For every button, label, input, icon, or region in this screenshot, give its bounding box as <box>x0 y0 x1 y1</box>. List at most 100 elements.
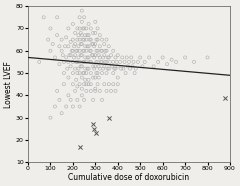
Point <box>78 38 82 41</box>
Point <box>53 105 57 108</box>
Y-axis label: Lowest LVEF: Lowest LVEF <box>4 61 13 108</box>
Point <box>89 49 93 52</box>
Point <box>88 38 92 41</box>
Point <box>87 34 90 37</box>
Point <box>73 54 77 57</box>
Point <box>223 96 227 99</box>
Point <box>85 45 89 48</box>
Point <box>174 60 178 63</box>
Point <box>116 54 120 57</box>
Point <box>69 65 72 68</box>
Point <box>111 72 115 75</box>
Point <box>120 56 124 59</box>
Point <box>82 16 86 19</box>
Point <box>53 56 57 59</box>
Point <box>130 65 134 68</box>
Point <box>105 89 108 92</box>
Point <box>87 56 90 59</box>
Point <box>80 20 84 23</box>
Point <box>89 83 93 86</box>
Point <box>72 45 76 48</box>
Point <box>106 56 110 59</box>
Point <box>79 43 83 46</box>
Point <box>81 72 85 75</box>
Point <box>128 67 132 70</box>
Point <box>111 49 115 52</box>
Point <box>87 83 90 86</box>
Point <box>100 60 104 63</box>
Point <box>88 60 92 63</box>
Point <box>96 27 99 30</box>
Point <box>100 49 104 52</box>
Point <box>79 65 83 68</box>
Point <box>75 98 79 101</box>
Point <box>82 83 86 86</box>
Point <box>111 60 115 63</box>
Point <box>66 76 70 79</box>
Point <box>72 56 76 59</box>
Point <box>105 72 108 75</box>
Point <box>84 60 88 63</box>
Point <box>78 72 82 75</box>
Point <box>42 16 46 19</box>
Point <box>62 60 66 63</box>
Point <box>81 49 85 52</box>
Point <box>84 38 88 41</box>
Point <box>114 89 117 92</box>
Point <box>83 45 87 48</box>
Point <box>77 45 80 48</box>
Point <box>80 9 84 12</box>
Point <box>84 72 88 75</box>
Point <box>46 38 50 41</box>
Point <box>60 38 64 41</box>
Point <box>77 34 80 37</box>
Point <box>87 67 90 70</box>
Point <box>89 38 93 41</box>
Point <box>98 89 102 92</box>
Point <box>75 60 79 63</box>
Point <box>80 54 84 57</box>
Point <box>82 38 86 41</box>
Point <box>77 56 80 59</box>
Point <box>87 45 90 48</box>
Point <box>55 89 59 92</box>
Point <box>91 31 95 34</box>
Point <box>71 49 75 52</box>
Point <box>90 43 94 46</box>
Point <box>89 27 93 30</box>
Point <box>107 56 111 59</box>
Point <box>81 27 85 30</box>
Point <box>96 38 99 41</box>
Point <box>78 16 82 19</box>
Point <box>64 105 68 108</box>
X-axis label: Cumulative dose of doxorubicin: Cumulative dose of doxorubicin <box>68 173 190 182</box>
Point <box>123 60 126 63</box>
Point <box>77 67 80 70</box>
Point <box>99 49 103 52</box>
Point <box>97 76 101 79</box>
Point <box>91 76 95 79</box>
Point <box>118 60 122 63</box>
Point <box>165 63 169 66</box>
Point <box>102 43 106 46</box>
Point <box>116 65 120 68</box>
Point <box>66 94 70 97</box>
Point <box>78 83 82 86</box>
Point <box>95 132 98 135</box>
Point <box>100 38 104 41</box>
Point <box>97 54 101 57</box>
Point <box>74 49 78 52</box>
Point <box>107 45 111 48</box>
Point <box>92 56 96 59</box>
Point <box>101 56 105 59</box>
Point <box>79 54 83 57</box>
Point <box>93 89 97 92</box>
Point <box>106 67 110 70</box>
Point <box>71 72 75 75</box>
Point <box>192 60 196 63</box>
Point <box>69 98 72 101</box>
Point <box>126 65 130 68</box>
Point <box>80 76 84 79</box>
Point <box>102 83 106 86</box>
Point <box>91 43 95 46</box>
